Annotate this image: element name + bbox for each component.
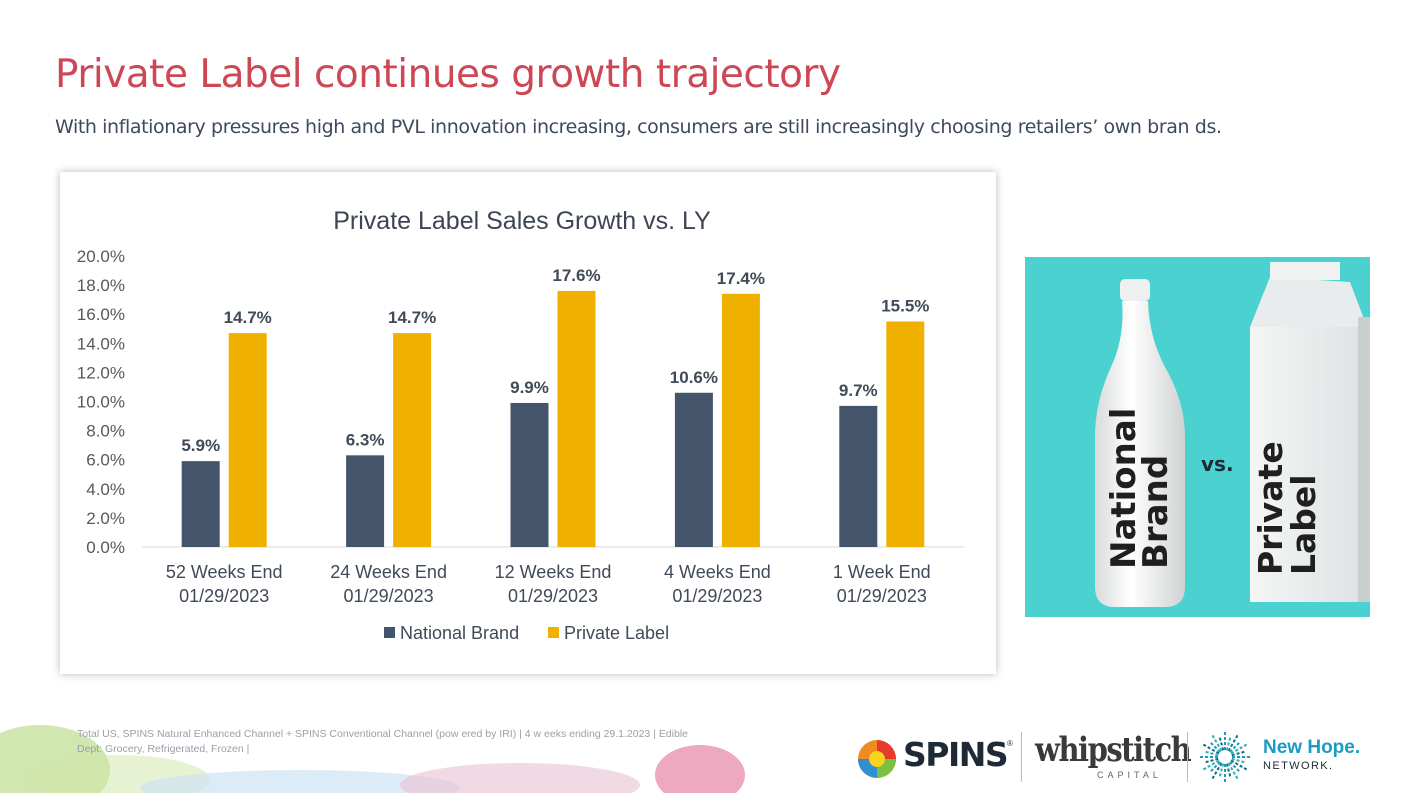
source-line-1: Total US, SPINS Natural Enhanced Channel… <box>77 728 689 740</box>
x-tick-label: 01/29/2023 <box>344 586 434 606</box>
legend-swatch <box>384 627 395 638</box>
x-tick-label: 12 Weeks End <box>495 562 612 582</box>
carton-label-line2: Label <box>1284 474 1323 575</box>
milk-bottle <box>1095 279 1185 607</box>
burst-ray <box>1202 759 1220 771</box>
legend-label: National Brand <box>400 623 519 643</box>
legend-label: Private Label <box>564 623 669 643</box>
y-tick-label: 16.0% <box>77 305 125 324</box>
data-label: 6.3% <box>346 430 385 449</box>
source-line-2: Dept: Grocery, Refrigerated, Frozen | <box>77 743 250 755</box>
data-label: 9.7% <box>839 381 878 400</box>
new-hope-burst-icon <box>1200 732 1250 782</box>
x-tick-label: 52 Weeks End <box>166 562 283 582</box>
x-tick-label: 4 Weeks End <box>664 562 771 582</box>
y-tick-label: 12.0% <box>77 363 125 382</box>
national-vs-private-label-image: National Brand vs. Private Label <box>1025 257 1370 617</box>
y-tick-label: 18.0% <box>77 276 125 295</box>
new-hope-subtitle: NETWORK. <box>1263 760 1334 772</box>
whipstitch-subtitle: CAPITAL <box>1097 770 1162 780</box>
logo-divider <box>1021 732 1022 782</box>
x-tick-label: 01/29/2023 <box>508 586 598 606</box>
y-tick-label: 8.0% <box>86 422 125 441</box>
legend-swatch <box>548 627 559 638</box>
logo-divider <box>1187 732 1188 782</box>
burst-ray <box>1229 740 1242 753</box>
bar-national-brand <box>839 405 878 547</box>
watercolor-decoration <box>0 725 745 793</box>
slide-subtitle: With inflationary pressures high and PVL… <box>55 116 1222 138</box>
burst-ray <box>1225 735 1232 751</box>
x-tick-label: 01/29/2023 <box>837 586 927 606</box>
data-label: 17.6% <box>552 266 600 285</box>
data-label: 9.9% <box>510 378 549 397</box>
bottle-label-line2: Brand <box>1136 455 1176 569</box>
x-tick-label: 01/29/2023 <box>672 586 762 606</box>
versus-label: vs. <box>1201 452 1234 476</box>
burst-ray <box>1225 763 1232 779</box>
burst-ray <box>1208 761 1221 774</box>
burst-ray <box>1231 750 1247 757</box>
y-tick-label: 0.0% <box>86 538 125 557</box>
x-tick-label: 24 Weeks End <box>330 562 447 582</box>
sales-growth-chart: Private Label Sales Growth vs. LY 0.0% 2.… <box>77 207 964 643</box>
whipstitch-logo: whipstitch CAPITAL <box>1035 725 1192 785</box>
bar-private-label <box>393 333 432 547</box>
spins-wordmark: SPINS <box>903 735 1009 774</box>
new-hope-logo: New Hope. NETWORK. <box>1198 725 1388 785</box>
carton-label-line1: Private <box>1251 441 1290 575</box>
data-label: 10.6% <box>670 368 718 387</box>
bar-private-label <box>228 333 267 547</box>
data-label: 14.7% <box>224 308 272 327</box>
burst-ray <box>1218 735 1225 751</box>
data-label: 17.4% <box>717 269 765 288</box>
chart-title: Private Label Sales Growth vs. LY <box>333 207 711 235</box>
x-tick-label: 1 Week End <box>833 562 931 582</box>
bar-national-brand <box>510 402 549 547</box>
burst-ray <box>1229 761 1242 774</box>
burst-ray <box>1218 763 1225 779</box>
y-tick-label: 2.0% <box>86 509 125 528</box>
x-tick-label: 01/29/2023 <box>179 586 269 606</box>
burst-ray <box>1208 740 1221 753</box>
spins-registered-mark: ® <box>1007 739 1013 748</box>
bar-national-brand <box>346 455 385 547</box>
whipstitch-wordmark: whipstitch <box>1035 730 1192 770</box>
bar-private-label <box>721 293 760 547</box>
bar-private-label <box>886 321 925 547</box>
bar-national-brand <box>674 392 713 547</box>
data-label: 14.7% <box>388 308 436 327</box>
spins-globe-icon <box>858 740 896 778</box>
data-label: 5.9% <box>181 436 220 455</box>
data-label: 15.5% <box>881 296 929 315</box>
burst-ray <box>1231 757 1247 764</box>
bar-private-label <box>557 290 596 547</box>
bar-national-brand <box>181 461 220 547</box>
new-hope-title: New Hope. <box>1263 737 1361 758</box>
y-tick-label: 20.0% <box>77 247 125 266</box>
spins-logo: SPINS ® <box>855 725 1015 785</box>
source-footnote: Total US, SPINS Natural Enhanced Channel… <box>77 727 777 757</box>
bottle-label-line1: National <box>1104 408 1144 569</box>
y-tick-label: 10.0% <box>77 393 125 412</box>
slide-title: Private Label continues growth trajector… <box>55 52 841 97</box>
burst-ray <box>1203 750 1219 757</box>
chart-card: Private Label Sales Growth vs. LY 0.0% 2.… <box>60 172 996 674</box>
y-tick-label: 14.0% <box>77 334 125 353</box>
y-tick-label: 6.0% <box>86 451 125 470</box>
milk-carton <box>1250 262 1370 602</box>
y-tick-label: 4.0% <box>86 480 125 499</box>
burst-ray <box>1230 759 1248 771</box>
burst-ray <box>1203 757 1219 764</box>
